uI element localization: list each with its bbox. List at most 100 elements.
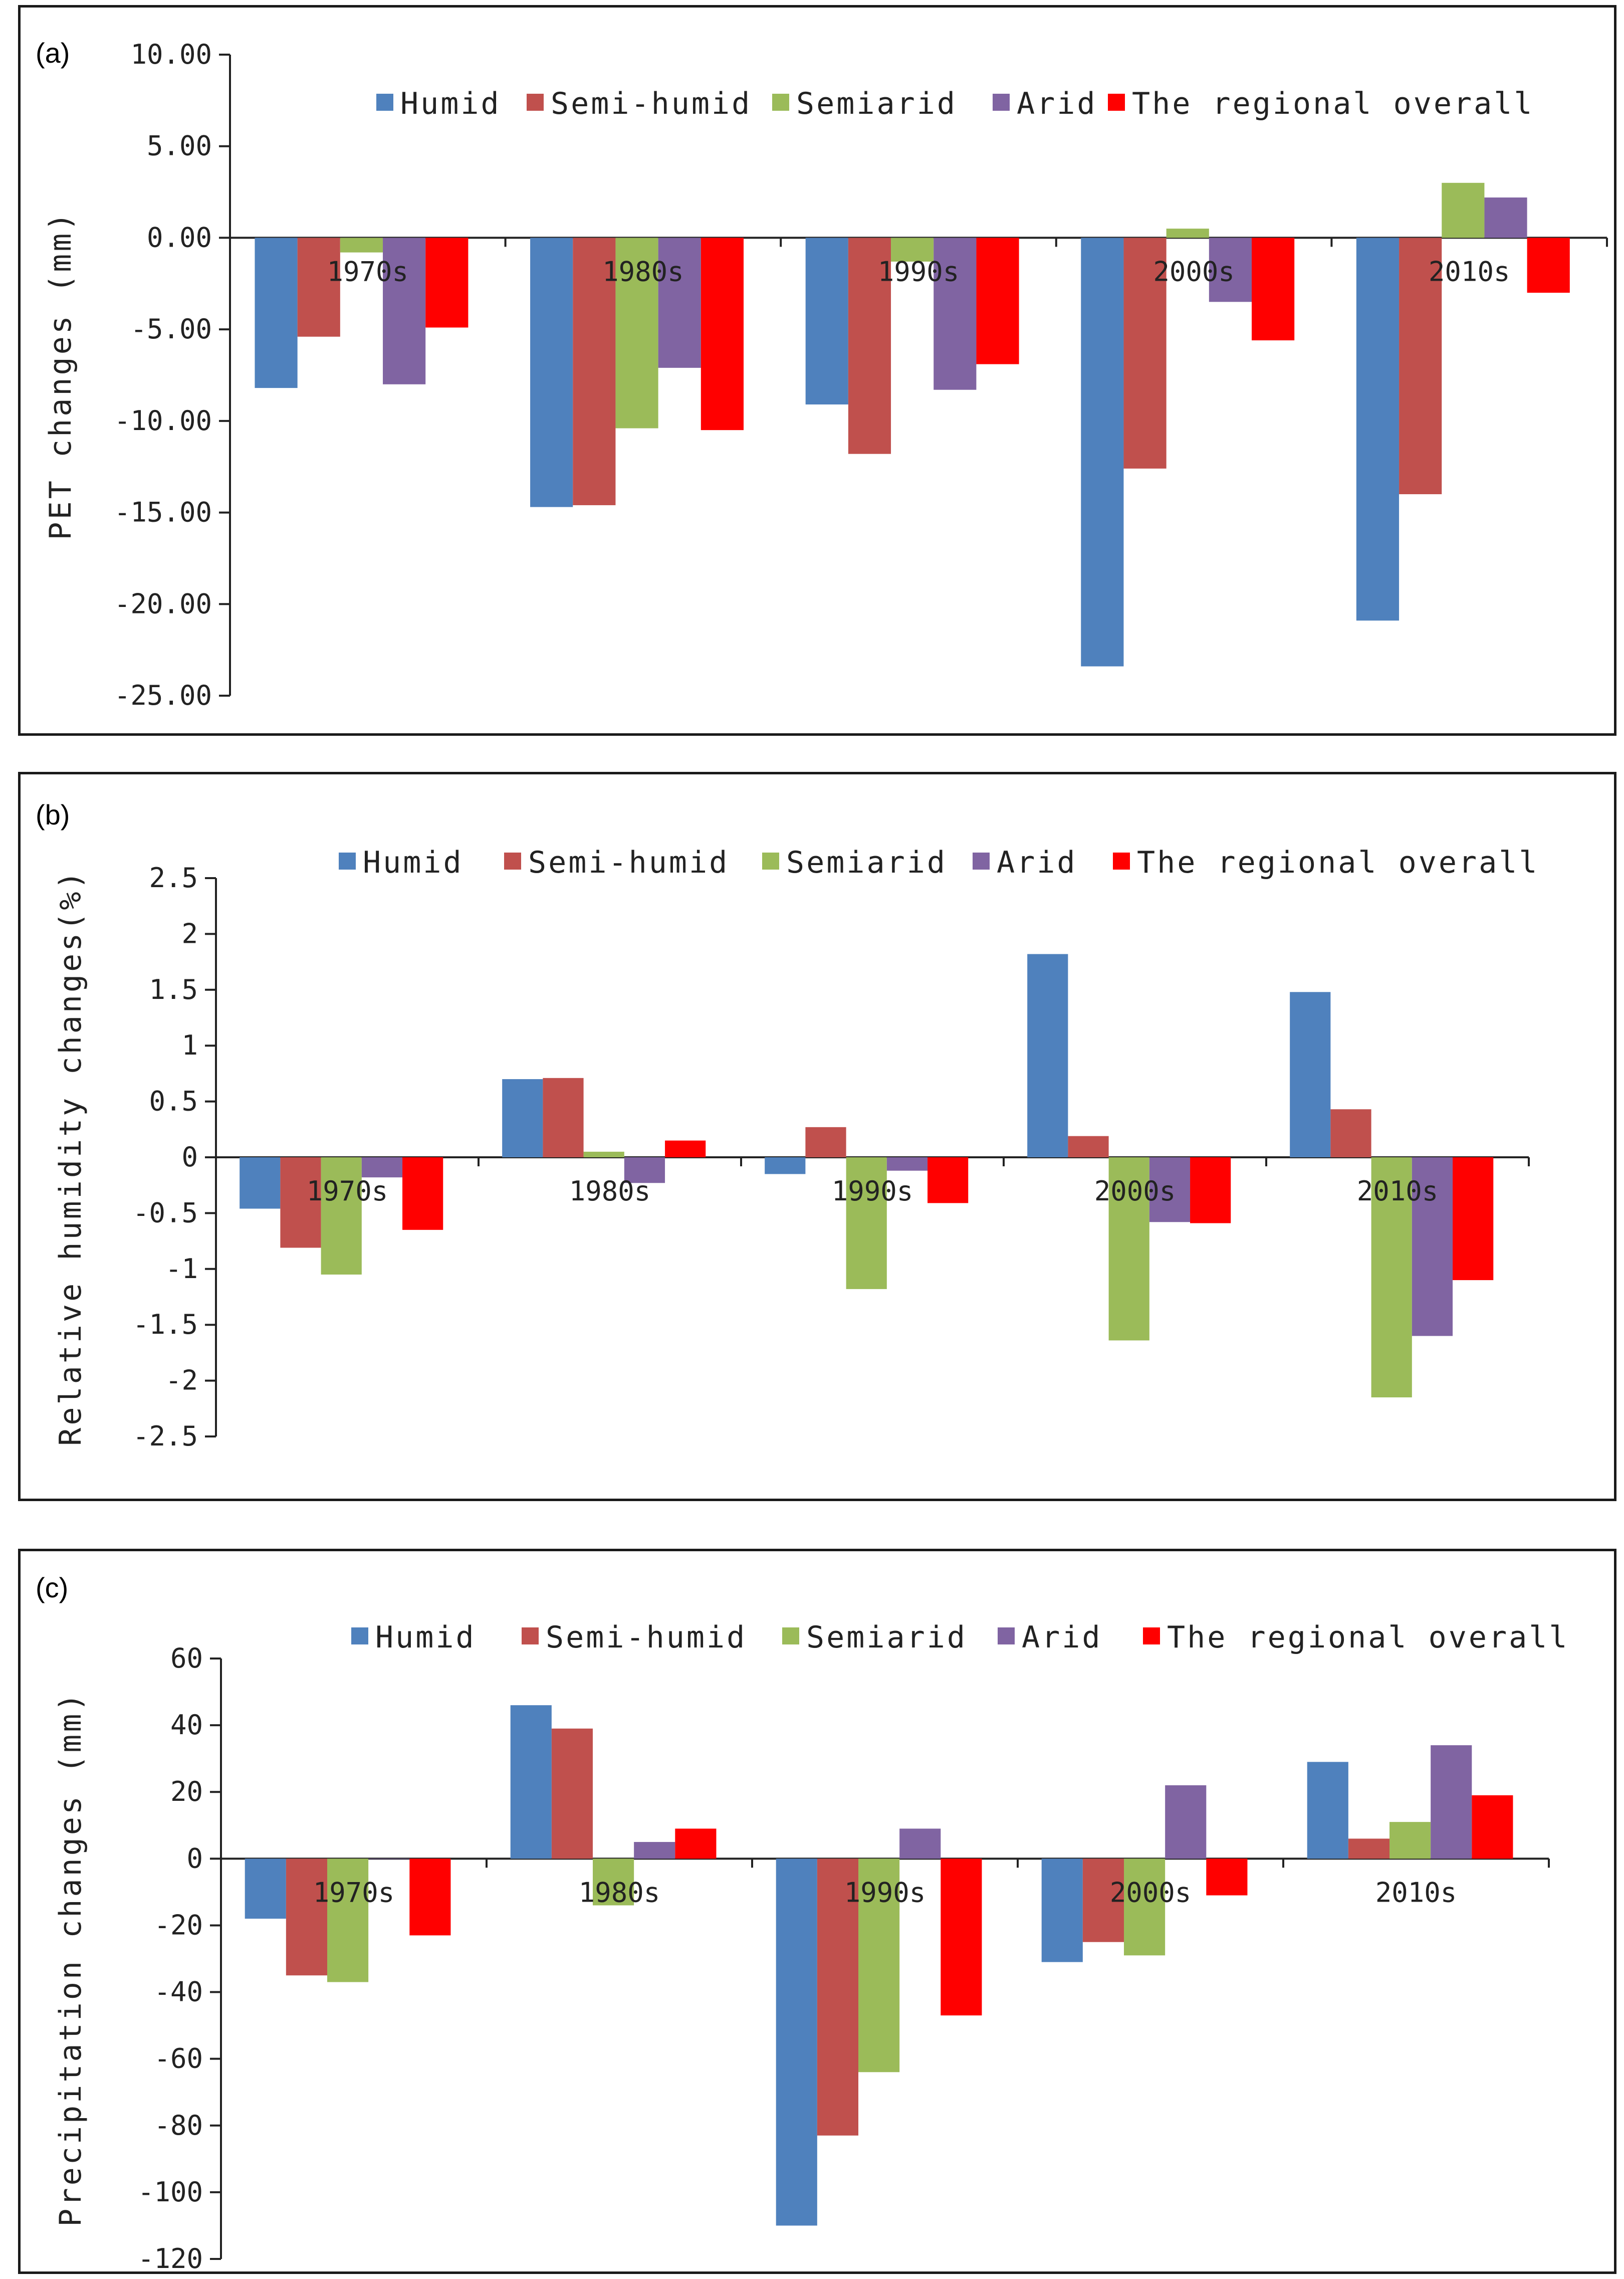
y-tick-label: 10.00 [130, 39, 212, 70]
x-category-label: 2010s [1429, 256, 1510, 287]
bar-semiarid-2000s [1108, 1157, 1149, 1341]
y-tick-label: -5.00 [130, 313, 212, 345]
legend-label: Arid [1022, 1620, 1102, 1655]
legend-swatch-humid [351, 1627, 368, 1644]
bar-the-regional-overall-1990s [976, 238, 1019, 364]
y-tick-label: -25.00 [114, 680, 212, 711]
y-axis-title: Precipitation changes (mm) [53, 1691, 88, 2226]
bar-humid-1970s [240, 1157, 281, 1209]
bar-arid-1980s [634, 1842, 675, 1859]
legend-swatch-semi-humid [527, 94, 544, 111]
bar-arid-1980s [658, 238, 701, 368]
bar-semiarid-1980s [615, 238, 658, 429]
x-category-label: 1980s [602, 256, 684, 287]
x-category-label: 1970s [327, 256, 409, 287]
y-tick-label: -20.00 [114, 588, 212, 619]
bar-arid-1990s [934, 238, 977, 390]
y-tick-label: 20 [170, 1776, 203, 1807]
bar-semi-humid-1980s [573, 238, 616, 505]
legend-swatch-semi-humid [504, 853, 521, 870]
bar-the-regional-overall-1980s [701, 238, 744, 431]
legend-label: Semi-humid [546, 1620, 747, 1655]
y-tick-label: 2.5 [149, 862, 198, 894]
y-tick-label: -15.00 [114, 497, 212, 528]
bar-humid-2000s [1027, 954, 1068, 1157]
bar-arid-1970s [361, 1157, 403, 1178]
y-tick-label: -100 [138, 2176, 203, 2208]
bar-arid-1970s [383, 238, 426, 384]
bar-semi-humid-1990s [817, 1858, 858, 2136]
bar-the-regional-overall-1980s [665, 1140, 706, 1157]
legend-swatch-the-regional-overall [1108, 94, 1125, 111]
bar-humid-1980s [510, 1705, 552, 1859]
y-tick-label: 1.5 [149, 974, 198, 1005]
y-tick-label: 2 [181, 918, 198, 949]
bar-semi-humid-2010s [1399, 238, 1442, 495]
bar-humid-1990s [805, 238, 848, 404]
bar-humid-1980s [530, 238, 573, 507]
bar-semiarid-1980s [583, 1151, 624, 1157]
y-tick-label: -10.00 [114, 405, 212, 437]
bar-arid-2010s [1484, 197, 1527, 238]
bar-arid-1970s [368, 1858, 410, 1859]
legend-swatch-arid [998, 1627, 1015, 1644]
bar-semiarid-2010s [1371, 1157, 1412, 1398]
bar-semi-humid-1990s [805, 1127, 846, 1157]
bar-the-regional-overall-2010s [1453, 1157, 1494, 1281]
x-category-label: 1990s [832, 1175, 913, 1207]
y-tick-label: -1 [165, 1253, 198, 1285]
bar-semi-humid-2010s [1330, 1109, 1371, 1157]
x-category-label: 2010s [1357, 1175, 1439, 1207]
y-tick-label: 1 [181, 1029, 198, 1061]
bar-semiarid-2000s [1166, 229, 1209, 238]
x-category-label: 1970s [313, 1877, 395, 1908]
y-axis-title: Relative humidity changes(%) [53, 869, 88, 1445]
legend-swatch-humid [376, 94, 393, 111]
y-tick-label: 0 [186, 1842, 203, 1874]
bar-semiarid-1970s [327, 1858, 369, 1982]
bar-the-regional-overall-1970s [425, 238, 469, 328]
y-tick-label: -2.5 [133, 1420, 198, 1452]
chart-panel-c: (c) 60 40 20 0 -20 -40 -60 -80 -100 -120 1970s 1980s… [18, 1549, 1616, 2274]
y-tick-label: 0 [181, 1141, 198, 1173]
bar-semi-humid-1990s [848, 238, 891, 454]
bar-semiarid-1970s [321, 1157, 362, 1275]
legend-swatch-semiarid [782, 1627, 799, 1644]
legend-label: Semiarid [796, 86, 957, 121]
bar-semi-humid-2000s [1082, 1858, 1124, 1942]
bar-semi-humid-1970s [297, 238, 340, 337]
legend-swatch-semiarid [762, 853, 779, 870]
y-tick-label: -20 [154, 1909, 203, 1941]
y-tick-label: -120 [138, 2243, 203, 2271]
bar-arid-2000s [1209, 238, 1252, 302]
legend-label: Humid [375, 1620, 476, 1655]
relative-humidity-changes-chart: (b) 2.5 2 1.5 1 0.5 0 -0.5 -1 -1.5 -2 -2.5 1970s 1980… [36, 799, 1539, 1452]
bar-humid-1970s [255, 238, 298, 388]
y-tick-label: -80 [154, 2110, 203, 2141]
x-category-label: 2010s [1375, 1877, 1457, 1908]
legend-swatch-humid [339, 853, 356, 870]
bar-humid-1970s [245, 1858, 286, 1919]
chart-panel-b: (b) 2.5 2 1.5 1 0.5 0 -0.5 -1 -1.5 -2 -2.5 1970s 1980… [18, 772, 1616, 1501]
bar-semi-humid-2010s [1348, 1838, 1389, 1859]
x-category-label: 2000s [1094, 1175, 1176, 1207]
bar-the-regional-overall-1980s [675, 1828, 717, 1859]
legend-swatch-the-regional-overall [1143, 1627, 1160, 1644]
bar-the-regional-overall-2010s [1472, 1795, 1513, 1859]
legend-label: The regional overall [1137, 845, 1539, 880]
legend-label: Arid [1017, 86, 1097, 121]
bar-arid-1990s [899, 1828, 941, 1859]
bar-humid-2000s [1041, 1858, 1083, 1962]
legend-swatch-semiarid [772, 94, 789, 111]
bar-humid-1980s [502, 1079, 543, 1157]
legend-label: Semiarid [786, 845, 947, 880]
x-category-label: 2000s [1110, 1877, 1192, 1908]
legend-label: Humid [400, 86, 501, 121]
x-category-label: 1980s [579, 1877, 660, 1908]
x-category-label: 2000s [1153, 256, 1235, 287]
legend-swatch-semi-humid [522, 1627, 539, 1644]
legend-swatch-arid [993, 94, 1010, 111]
bar-semi-humid-2000s [1123, 238, 1167, 469]
panel-label: (b) [36, 799, 70, 831]
bar-humid-1990s [765, 1157, 806, 1174]
